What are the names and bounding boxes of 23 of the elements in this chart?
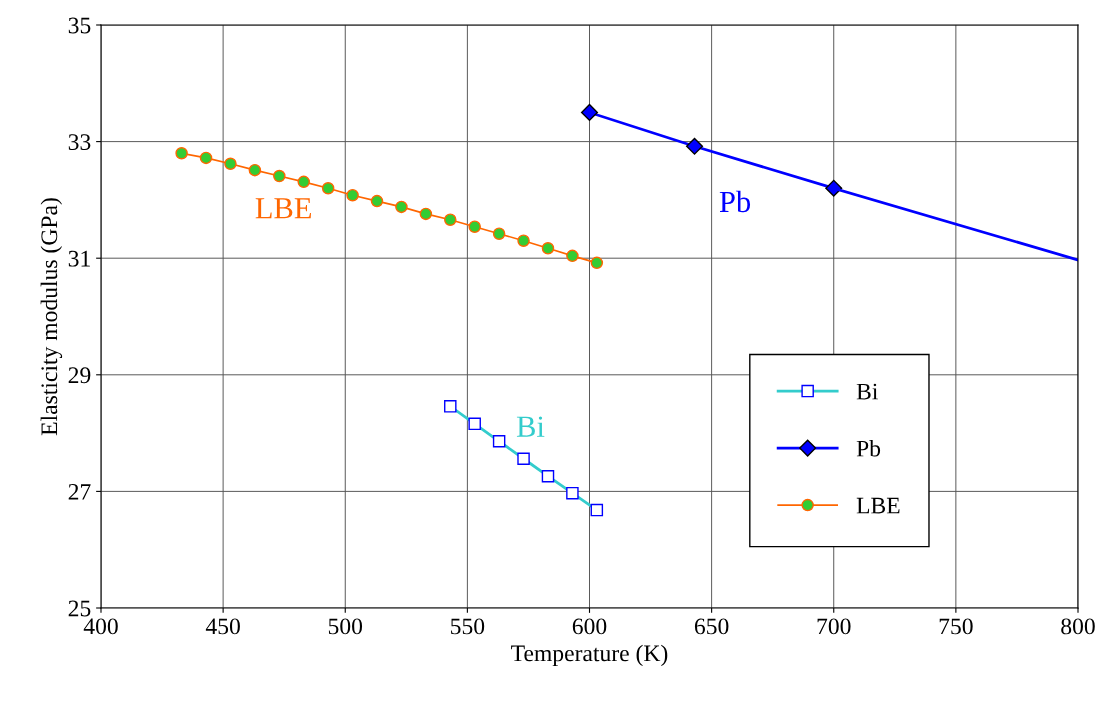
x-axis-title: Temperature (K) — [511, 644, 668, 667]
x-tick-label: 500 — [328, 618, 363, 635]
legend-label: Pb — [856, 439, 881, 457]
y-tick-label: 27 — [68, 483, 91, 500]
annotation: Bi — [516, 416, 545, 437]
x-tick-label: 700 — [817, 618, 851, 635]
legend-label: LBE — [856, 497, 900, 514]
annotation: Pb — [719, 190, 751, 213]
legend-label: Bi — [856, 383, 878, 400]
x-tick-label: 800 — [1061, 618, 1095, 635]
x-tick-label: 450 — [205, 618, 240, 635]
y-tick-label: 25 — [68, 600, 91, 617]
x-tick-label: 650 — [694, 618, 729, 635]
y-tick-label: 29 — [68, 367, 91, 384]
y-tick-label: 35 — [68, 17, 91, 34]
y-tick-label: 31 — [68, 250, 90, 267]
y-tick-label: 33 — [68, 134, 91, 151]
x-tick-label: 750 — [939, 618, 973, 635]
x-tick-label: 400 — [83, 618, 118, 635]
y-axis-title: Elasticity modulus (GPa) — [40, 198, 63, 436]
x-tick-label: 600 — [572, 618, 607, 635]
x-tick-label: 550 — [451, 618, 485, 635]
annotation: LBE — [255, 198, 311, 219]
